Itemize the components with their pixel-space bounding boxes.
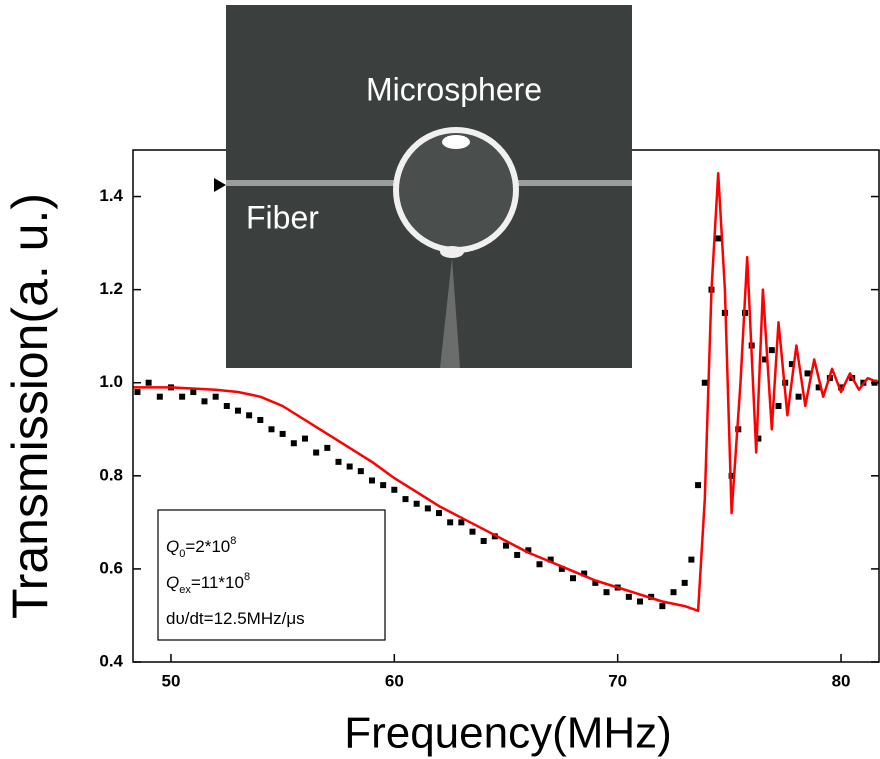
data-point [201, 398, 208, 405]
annotation-superscript: 8 [230, 535, 236, 547]
data-point [268, 426, 275, 433]
annotation-frame [157, 509, 386, 641]
data-point [346, 463, 353, 470]
data-point [681, 579, 688, 586]
annotation: Qex=11*108 [166, 571, 250, 596]
annotation-subscript: ex [179, 584, 191, 596]
data-point [815, 384, 822, 391]
data-point [223, 403, 230, 409]
data-point [570, 575, 577, 582]
data-point [435, 510, 442, 517]
annotation-symbol: Q [166, 537, 179, 556]
y-tick-label: 0.8 [99, 465, 123, 484]
data-point [246, 412, 253, 419]
data-point [301, 435, 308, 442]
data-point [592, 579, 599, 586]
data-point [290, 440, 297, 447]
data-point [324, 444, 331, 451]
data-point [424, 505, 431, 512]
data-point [804, 370, 811, 377]
data-point [688, 556, 695, 563]
y-tick-label: 1.4 [99, 186, 123, 205]
data-point [447, 519, 454, 526]
annotation: Q0=2*108 [166, 535, 236, 560]
x-tick-label: 80 [832, 671, 851, 690]
data-point [335, 458, 342, 465]
data-point [795, 393, 802, 400]
data-point [480, 537, 487, 544]
x-tick-label: 50 [162, 671, 181, 690]
data-point [391, 486, 398, 493]
data-point [156, 393, 163, 400]
data-point [603, 589, 610, 596]
x-axis-label: Frequency(MHz) [344, 709, 672, 758]
data-point [775, 403, 782, 409]
annotation: dυ/dt=12.5MHz/μs [166, 609, 305, 628]
inset-label: Fiber [246, 199, 319, 235]
data-point [134, 389, 141, 396]
y-tick-label: 0.6 [99, 558, 123, 577]
y-tick-label: 1.2 [99, 279, 123, 298]
data-point [762, 356, 769, 363]
stem [440, 258, 460, 368]
y-tick-label: 0.4 [99, 651, 123, 670]
x-tick-label: 60 [385, 671, 404, 690]
data-point [670, 589, 677, 596]
data-point [257, 416, 264, 423]
fit-line [133, 172, 880, 613]
data-point [368, 477, 375, 484]
data-point [659, 603, 666, 610]
data-point [637, 598, 644, 605]
annotation-symbol: Q [166, 573, 179, 592]
data-point [514, 551, 521, 558]
data-point [212, 393, 219, 400]
x-tick-label: 70 [608, 671, 627, 690]
data-point [234, 407, 241, 414]
data-point [179, 393, 186, 400]
inset-photo: Microsphere Fiber [226, 5, 632, 368]
annotation-text: =2*10 [185, 537, 230, 556]
data-point [788, 361, 795, 368]
data-point [838, 384, 845, 391]
data-point [701, 379, 708, 386]
annotation-text: =11*10 [191, 573, 244, 592]
data-point [279, 430, 286, 437]
data-point [357, 468, 364, 475]
y-axis-label: Transmission(a. u.) [2, 193, 58, 619]
annotation-box: Q0=2*108 Qex=11*108 dυ/dt=12.5MHz/μs [157, 509, 386, 641]
data-point [625, 593, 632, 600]
highlight [440, 246, 464, 258]
data-point [715, 235, 722, 242]
data-point [145, 379, 152, 386]
data-point [558, 565, 565, 572]
y-tick-label: 1.0 [99, 372, 123, 391]
data-point [413, 500, 420, 507]
data-point [190, 389, 197, 396]
data-point [313, 449, 320, 456]
arrowhead [214, 178, 226, 192]
data-point [458, 519, 465, 526]
annotation-superscript: 8 [244, 571, 250, 583]
data-point [503, 542, 509, 549]
data-point [755, 435, 762, 442]
data-point [768, 347, 775, 354]
data-point [547, 556, 554, 563]
data-point [469, 528, 476, 535]
data-point [581, 570, 588, 577]
annotation-subscript: 0 [179, 548, 185, 560]
data-point [380, 482, 387, 489]
data-point [536, 561, 543, 568]
data-point [525, 547, 532, 554]
data-point [402, 496, 409, 503]
highlight [442, 135, 470, 149]
inset-label: Microsphere [366, 71, 542, 107]
data-point [695, 482, 702, 489]
